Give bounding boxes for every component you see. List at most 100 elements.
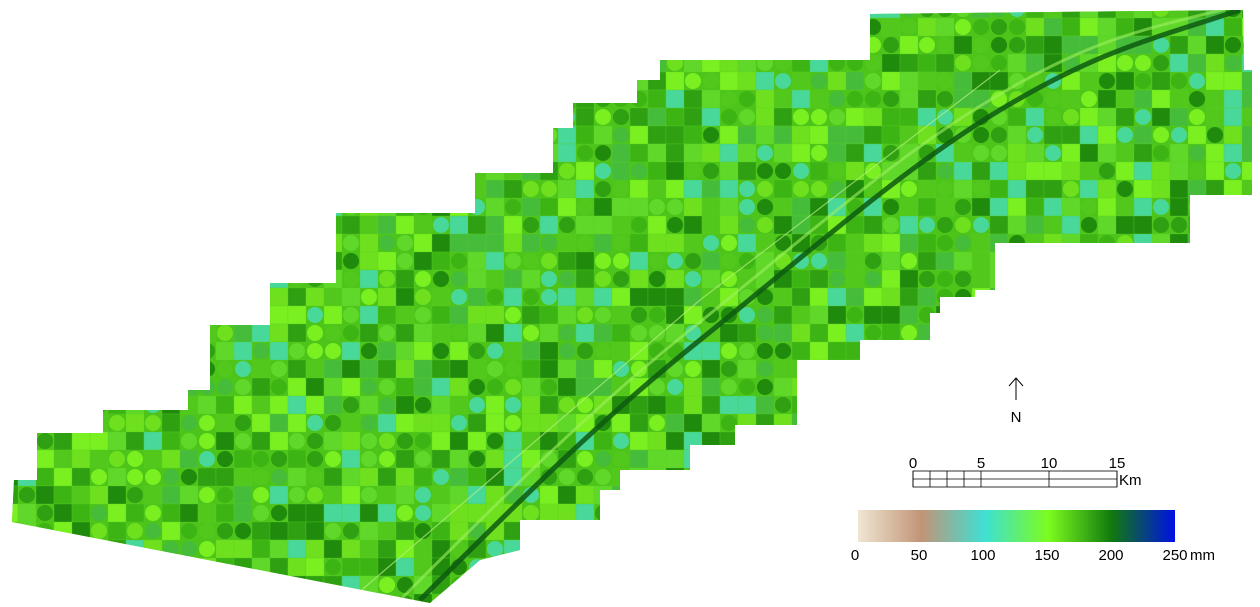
field-pivot <box>847 91 863 107</box>
field <box>1026 144 1044 162</box>
field <box>1188 450 1206 468</box>
field <box>234 468 252 486</box>
field <box>1170 288 1188 306</box>
field-pivot <box>703 487 719 503</box>
field <box>126 162 144 180</box>
field-pivot <box>307 253 323 269</box>
field <box>36 252 54 270</box>
field <box>846 18 864 36</box>
field <box>54 36 72 54</box>
field <box>1206 216 1224 234</box>
field-pivot <box>1009 433 1025 449</box>
field-pivot <box>739 343 755 359</box>
field <box>414 360 432 378</box>
field-pivot <box>451 271 467 287</box>
colorbar-label: 200 <box>1098 547 1123 564</box>
field <box>180 108 198 126</box>
field <box>162 36 180 54</box>
field-pivot <box>73 37 89 53</box>
field <box>180 270 198 288</box>
field-pivot <box>19 127 35 143</box>
field <box>1098 0 1116 18</box>
field <box>594 324 612 342</box>
field <box>54 432 72 450</box>
field <box>234 486 252 504</box>
field <box>378 216 396 234</box>
field-pivot <box>865 253 881 269</box>
field <box>1098 270 1116 288</box>
field <box>810 396 828 414</box>
field <box>594 378 612 396</box>
field <box>162 360 180 378</box>
field-pivot <box>613 433 629 449</box>
field <box>342 450 360 468</box>
field <box>774 144 792 162</box>
field <box>72 288 90 306</box>
field <box>1044 234 1062 252</box>
field <box>450 594 468 607</box>
field <box>1152 108 1170 126</box>
field-pivot <box>325 37 341 53</box>
field-pivot <box>811 145 827 161</box>
field-pivot <box>109 235 125 251</box>
field <box>36 306 54 324</box>
field <box>522 558 540 576</box>
field <box>612 486 630 504</box>
field <box>216 414 234 432</box>
field-pivot <box>397 55 413 71</box>
field <box>810 378 828 396</box>
field-pivot <box>991 487 1007 503</box>
field-pivot <box>595 559 611 575</box>
field-pivot <box>307 181 323 197</box>
field <box>828 144 846 162</box>
field <box>324 90 342 108</box>
field <box>1062 18 1080 36</box>
field-pivot <box>559 163 575 179</box>
field <box>90 414 108 432</box>
field <box>684 450 702 468</box>
field-pivot <box>289 253 305 269</box>
field-pivot <box>865 91 881 107</box>
field-pivot <box>631 19 647 35</box>
field <box>1224 252 1242 270</box>
field-pivot <box>667 199 683 215</box>
field <box>486 270 504 288</box>
field-pivot <box>739 109 755 125</box>
field-pivot <box>883 451 899 467</box>
field-pivot <box>343 523 359 539</box>
field-pivot <box>559 217 575 233</box>
field-pivot <box>199 433 215 449</box>
field-pivot <box>1081 325 1097 341</box>
field <box>1188 324 1206 342</box>
field-pivot <box>595 343 611 359</box>
field-pivot <box>1063 451 1079 467</box>
field <box>180 486 198 504</box>
field <box>684 504 702 522</box>
field-pivot <box>847 415 863 431</box>
field <box>1152 270 1170 288</box>
field <box>198 576 216 594</box>
field <box>918 432 936 450</box>
field <box>36 594 54 607</box>
field <box>810 270 828 288</box>
field <box>828 306 846 324</box>
field-pivot <box>1153 379 1169 395</box>
field <box>0 126 18 144</box>
field <box>666 162 684 180</box>
field-pivot <box>91 55 107 71</box>
field <box>1206 486 1224 504</box>
field-pivot <box>289 487 305 503</box>
field <box>288 450 306 468</box>
field-pivot <box>1189 145 1205 161</box>
field-pivot <box>1153 343 1169 359</box>
field <box>810 558 828 576</box>
field-pivot <box>757 199 773 215</box>
field-pivot <box>775 73 791 89</box>
field <box>936 198 954 216</box>
field <box>270 558 288 576</box>
field <box>468 324 486 342</box>
field <box>36 0 54 18</box>
field-pivot <box>469 91 485 107</box>
field-pivot <box>73 163 89 179</box>
field <box>252 90 270 108</box>
